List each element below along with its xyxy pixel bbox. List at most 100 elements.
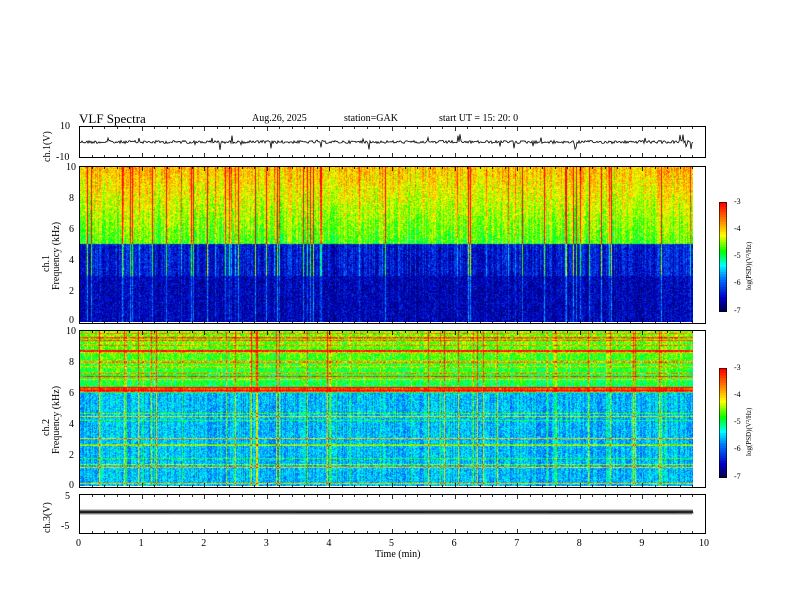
- cb2-swatch-30: [719, 443, 727, 446]
- ch3-waveform-trace: [79, 508, 694, 516]
- ch3-wave-frame-rect: [79, 494, 706, 534]
- cb1-swatch-43: [719, 309, 727, 312]
- ch1-ytick-2: 2: [69, 286, 74, 297]
- cb2-swatch-27: [719, 435, 727, 439]
- cb1-swatch-31: [719, 279, 727, 283]
- cb2-swatch-1: [719, 370, 727, 374]
- x-tick-label-5: 5: [389, 538, 394, 549]
- cb1-swatch-9: [719, 224, 727, 228]
- cb1-swatch-15: [719, 239, 727, 243]
- cb1-swatch-21: [719, 254, 727, 258]
- cb1-swatch-22: [719, 257, 727, 260]
- cb1-swatch-19: [719, 249, 727, 253]
- cb2-swatch-42: [719, 473, 727, 476]
- cb2-swatch-13: [719, 400, 727, 404]
- cb1-swatch-3: [719, 209, 727, 213]
- cb2-tick-neg3: -3: [734, 363, 741, 372]
- ch3-waveform-panel: [79, 494, 706, 534]
- x-tick-label-7: 7: [514, 538, 520, 549]
- cb2-tick-neg5: -5: [734, 417, 741, 426]
- cb1-swatch-27: [719, 269, 727, 273]
- ch2-spectrogram: [79, 330, 693, 486]
- x-tick-label-6: 6: [451, 538, 457, 549]
- cb2-tick-neg6: -6: [734, 444, 741, 453]
- cb2-swatch-19: [719, 415, 727, 419]
- cb1-swatch-18: [719, 247, 727, 250]
- ch1-spec-ylabel: Frequency (kHz): [51, 221, 62, 290]
- cb1-swatch-33: [719, 284, 727, 288]
- cb2-swatch-34: [719, 453, 727, 456]
- cb2-swatch-23: [719, 425, 727, 429]
- cb2-label: log(PSD)(V²/Hz): [745, 407, 753, 456]
- cb1-swatch-41: [719, 304, 727, 308]
- ch1-spec-frame-rect: [79, 166, 706, 324]
- cb1-tick-neg5: -5: [734, 251, 741, 260]
- cb1-swatch-35: [719, 289, 727, 293]
- cb1-swatch-6: [719, 217, 727, 220]
- cb2-swatch-2: [719, 373, 727, 376]
- cb2-swatch-15: [719, 405, 727, 409]
- ch2-ytick-4: 4: [69, 419, 74, 430]
- ch1-ytick-10: 10: [66, 162, 76, 173]
- cb2-swatch-9: [719, 390, 727, 394]
- cb2-swatch-0: [719, 368, 727, 371]
- cb2-swatch-33: [719, 450, 727, 454]
- cb1-swatch-5: [719, 214, 727, 218]
- cb2-swatch-32: [719, 448, 727, 451]
- cb1-swatch-37: [719, 294, 727, 298]
- cb1-swatch-2: [719, 207, 727, 210]
- ch2-ytick-2: 2: [69, 450, 74, 461]
- ch1-ytick-4: 4: [69, 255, 74, 266]
- cb2-swatch-40: [719, 468, 727, 471]
- cb1-swatch-32: [719, 282, 727, 285]
- cb2-swatch-4: [719, 378, 727, 381]
- cb2-tick-neg7: -7: [734, 472, 741, 481]
- figure-title: VLF Spectra: [79, 111, 146, 126]
- x-tick-label-2: 2: [201, 538, 207, 549]
- ch1-ytick-0: 0: [69, 315, 74, 326]
- ch1-spectrogram-frame: [79, 166, 706, 324]
- ch1-ytick-8: 8: [69, 193, 74, 204]
- ch2-ytick-10: 10: [66, 326, 76, 337]
- ch3-wave-ytick-top: 5: [65, 491, 70, 502]
- cb2-swatch-35: [719, 455, 727, 459]
- cb2-swatch-26: [719, 433, 727, 436]
- cb2-swatch-39: [719, 465, 727, 469]
- cb2-swatch-29: [719, 440, 727, 444]
- ch2-ytick-0: 0: [69, 480, 74, 491]
- cb1-tick-neg4: -4: [734, 224, 741, 233]
- cb2-swatch-43: [719, 475, 727, 478]
- cb1-swatch-30: [719, 277, 727, 280]
- cb1-swatch-12: [719, 232, 727, 235]
- cb1-tick-neg6: -6: [734, 278, 741, 287]
- cb2-swatch-41: [719, 470, 727, 474]
- cb2-swatch-18: [719, 413, 727, 416]
- ch1-wave-ylabel: ch.1(V): [42, 131, 53, 162]
- x-tick-label-8: 8: [576, 538, 582, 549]
- ch1-waveform-trace: [79, 134, 694, 150]
- ch2-ytick-6: 6: [69, 388, 74, 399]
- cb1-swatch-14: [719, 237, 727, 240]
- ch2-spec-frame-rect: [79, 330, 706, 488]
- cb2-swatch-20: [719, 418, 727, 421]
- x-tick-label-1: 1: [138, 538, 144, 549]
- x-tick-label-0: 0: [76, 538, 81, 549]
- cb2-swatch-6: [719, 383, 727, 386]
- ch1-colorbar: [719, 202, 727, 312]
- ch1-spectrogram: [79, 166, 693, 322]
- cb1-swatch-40: [719, 302, 727, 305]
- cb2-swatch-3: [719, 375, 727, 379]
- cb1-swatch-26: [719, 267, 727, 270]
- cb2-swatch-16: [719, 408, 727, 411]
- cb1-swatch-10: [719, 227, 727, 230]
- cb2-swatch-28: [719, 438, 727, 441]
- ch3-wave-ylabel: ch.3(V): [42, 502, 53, 533]
- cb1-swatch-0: [719, 202, 727, 205]
- x-axis-label: Time (min): [375, 549, 421, 560]
- cb2-swatch-8: [719, 388, 727, 391]
- x-tick-label-10: 10: [699, 538, 709, 549]
- cb2-swatch-25: [719, 430, 727, 434]
- cb1-tick-neg3: -3: [734, 197, 741, 206]
- ch2-spectrogram-frame: [79, 330, 706, 488]
